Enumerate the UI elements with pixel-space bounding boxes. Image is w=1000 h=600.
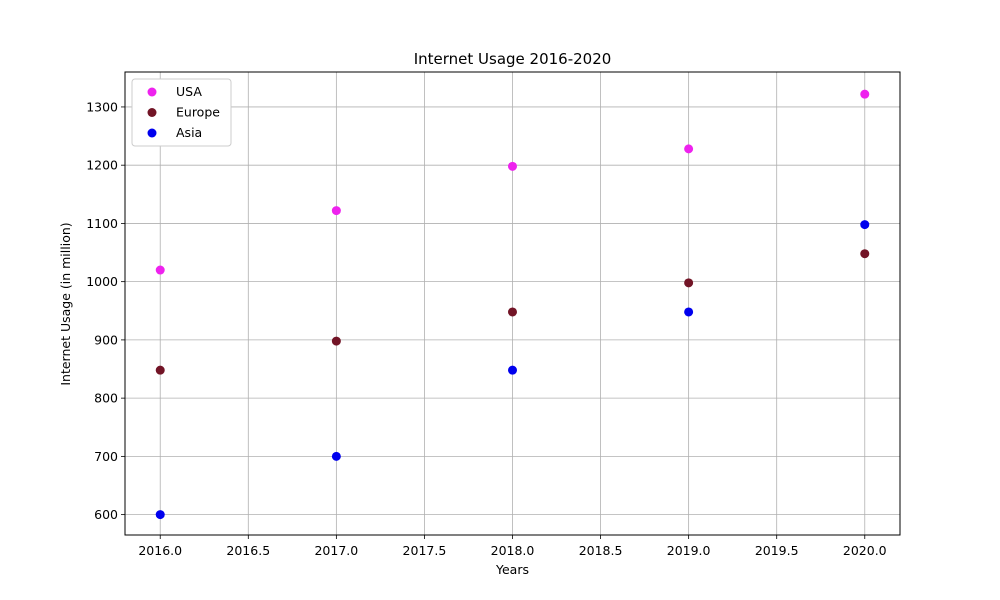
data-point-asia bbox=[684, 307, 694, 317]
x-tick-label: 2017.0 bbox=[314, 543, 358, 558]
data-point-europe bbox=[684, 278, 694, 288]
data-point-asia bbox=[508, 365, 517, 375]
data-point-usa bbox=[684, 144, 694, 154]
x-tick-label: 2019.5 bbox=[755, 543, 799, 558]
x-tick-label: 2018.0 bbox=[491, 543, 535, 558]
y-tick-label: 1000 bbox=[86, 274, 118, 289]
x-tick-label: 2017.5 bbox=[403, 543, 447, 558]
legend: USA Europe Asia bbox=[131, 78, 232, 147]
y-tick-label: 600 bbox=[94, 507, 118, 522]
data-point-asia bbox=[331, 451, 341, 461]
y-tick-label: 700 bbox=[94, 449, 118, 464]
x-axis-label: Years bbox=[495, 562, 529, 577]
axis-ticks: 2016.0 2016.5 2017.0 2017.5 2018.0 2018.5 2019… bbox=[86, 99, 886, 558]
data-point-europe bbox=[155, 365, 165, 375]
legend-marker-usa bbox=[147, 87, 157, 97]
data-point-asia bbox=[860, 220, 870, 230]
plot-area-frame bbox=[124, 71, 901, 536]
legend-label-europe: Europe bbox=[176, 105, 220, 120]
grid-lines bbox=[125, 72, 900, 535]
data-point-europe bbox=[331, 336, 341, 346]
data-point-usa bbox=[155, 265, 165, 275]
legend-marker-europe bbox=[147, 108, 157, 117]
x-tick-label: 2019.0 bbox=[667, 543, 711, 558]
data-point-europe bbox=[860, 249, 870, 259]
data-point-europe bbox=[508, 307, 517, 317]
x-tick-label: 2018.5 bbox=[579, 543, 623, 558]
legend-box bbox=[131, 78, 232, 147]
legend-marker-asia bbox=[147, 128, 157, 138]
y-tick-label: 1100 bbox=[86, 216, 118, 231]
data-point-usa bbox=[860, 89, 870, 99]
chart-title: Internet Usage 2016-2020 bbox=[414, 50, 612, 68]
data-point-usa bbox=[331, 206, 341, 216]
data-point-asia bbox=[155, 510, 165, 520]
data-point-usa bbox=[508, 161, 517, 171]
x-tick-label: 2016.5 bbox=[226, 543, 270, 558]
x-tick-label: 2020.0 bbox=[843, 543, 887, 558]
y-tick-label: 1200 bbox=[86, 158, 118, 173]
data-points bbox=[155, 89, 870, 520]
y-tick-label: 800 bbox=[94, 391, 118, 406]
y-tick-label: 1300 bbox=[86, 99, 118, 114]
y-axis-label: Internet Usage (in million) bbox=[58, 222, 73, 385]
x-tick-label: 2016.0 bbox=[138, 543, 182, 558]
legend-label-usa: USA bbox=[176, 84, 202, 99]
legend-label-asia: Asia bbox=[176, 125, 202, 140]
y-tick-label: 900 bbox=[94, 332, 118, 347]
